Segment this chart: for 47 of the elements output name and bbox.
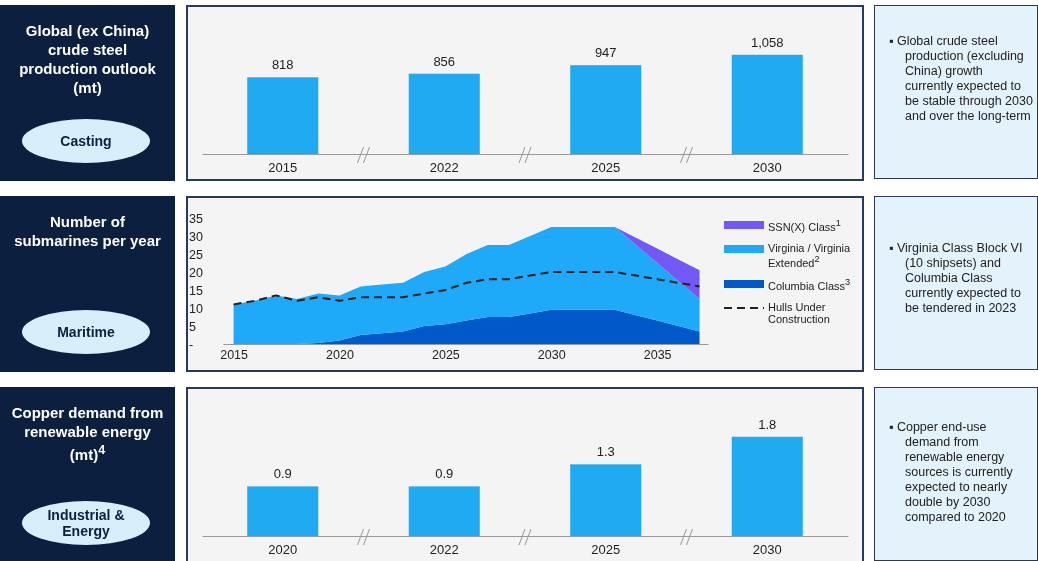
data-label: 1,058 xyxy=(750,34,784,50)
x-tick-label: 2015 xyxy=(268,160,298,176)
text: Number of submarines per year xyxy=(13,212,162,250)
x-tick-label: 2015 xyxy=(220,347,249,362)
bar xyxy=(570,65,642,154)
y-tick-label: 35 xyxy=(189,211,203,226)
chart-title: Copper demand from renewable energy (mt)$^{4}$ xyxy=(10,403,165,464)
text: Maritime xyxy=(22,310,150,354)
text: ▪ Global crude steel production (excluding China) growth currently expected to be stable through 2030 and over the long-term xyxy=(889,34,1033,124)
data-label: 0.9 xyxy=(273,466,292,482)
x-tick-label: 2025 xyxy=(591,160,621,176)
x-tick-label: 2030 xyxy=(537,347,566,362)
x-tick-label: 2022 xyxy=(429,160,459,176)
data-label: 1.8 xyxy=(758,416,777,432)
x-tick-label: 2025 xyxy=(591,542,621,558)
data-label: 856 xyxy=(433,53,456,69)
data-label: 947 xyxy=(594,45,617,61)
data-label: 1.3 xyxy=(596,444,615,460)
text: Casting xyxy=(22,119,150,163)
x-tick-label: 2020 xyxy=(268,542,298,558)
y-tick-label: 25 xyxy=(189,247,203,262)
x-tick-label: 2020 xyxy=(326,347,354,362)
text: Industrial & Energy xyxy=(22,501,150,545)
x-tick-label: 2030 xyxy=(752,542,782,558)
data-label: 0.9 xyxy=(435,466,454,482)
bar xyxy=(731,54,803,154)
y-tick-label: - xyxy=(189,337,194,352)
bar xyxy=(408,73,480,154)
y-tick-label: 10 xyxy=(189,301,203,316)
legend-label: Virginia / Virginia Extended$^{2}$ xyxy=(768,241,852,269)
x-tick-label: 2030 xyxy=(752,160,782,176)
x-tick-label: 2025 xyxy=(431,347,460,362)
x-tick-label: 2035 xyxy=(643,347,672,362)
text: ▪ Virginia Class Block VI (10 shipsets) and Columbia Class currently expected to be tendered in 2023 xyxy=(889,241,1024,316)
chart-title: Global (ex China) crude steel production outlook (mt) xyxy=(18,21,157,97)
y-tick-label: 15 xyxy=(189,283,203,298)
x-tick-label: 2022 xyxy=(429,542,459,558)
line-series xyxy=(232,271,701,306)
legend-label: Columbia Class$^{3}$ xyxy=(768,277,851,292)
data-label: 818 xyxy=(271,57,294,73)
legend-label: Hulls Under Construction xyxy=(768,300,831,325)
y-tick-label: 5 xyxy=(189,319,196,334)
y-tick-label: 30 xyxy=(189,229,203,244)
bar xyxy=(247,77,319,154)
text: ▪ Copper end-use demand from renewable energy sources is currently expected to nearly double by 2030 compared to 2020 xyxy=(889,420,1014,525)
y-tick-label: 20 xyxy=(189,265,203,280)
legend-label: SSN(X) Class$^{1}$ xyxy=(768,218,841,233)
